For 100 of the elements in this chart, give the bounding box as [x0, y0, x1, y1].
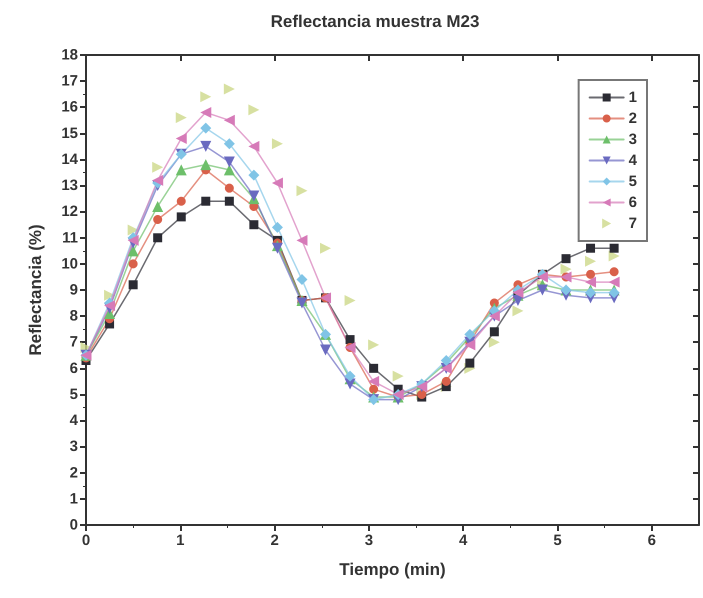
- point: [128, 280, 138, 290]
- point: [153, 233, 162, 242]
- point: [153, 215, 162, 224]
- point: [344, 370, 356, 382]
- legend-label: 4: [628, 152, 638, 169]
- point: [536, 284, 548, 296]
- point: [201, 196, 210, 206]
- point: [368, 339, 380, 350]
- y-tick-label: 6: [70, 360, 78, 377]
- x-tick-label: 6: [648, 532, 656, 549]
- point: [152, 200, 164, 212]
- point: [224, 164, 235, 176]
- point: [585, 276, 596, 288]
- point: [608, 276, 620, 288]
- point: [200, 91, 212, 102]
- point: [464, 328, 476, 340]
- point: [610, 244, 619, 253]
- x-tick-label: 1: [176, 532, 184, 549]
- point: [224, 156, 235, 168]
- x-tick-label: 3: [364, 532, 374, 549]
- point: [464, 339, 476, 350]
- y-tick-label: 0: [70, 516, 78, 534]
- point: [346, 335, 355, 344]
- legend-label: 2: [628, 110, 637, 127]
- y-tick-label: 17: [61, 72, 78, 90]
- point: [585, 256, 596, 267]
- point: [200, 140, 212, 152]
- point: [369, 384, 378, 394]
- point: [320, 242, 332, 254]
- point: [176, 212, 186, 222]
- y-tick-label: 1: [70, 490, 78, 508]
- point: [224, 83, 235, 94]
- point: [320, 344, 332, 356]
- point: [152, 162, 164, 173]
- y-tick-label: 9: [70, 282, 78, 298]
- legend-label: 5: [628, 173, 637, 190]
- point: [442, 376, 451, 386]
- point: [224, 114, 235, 126]
- y-tick-label: 4: [70, 412, 79, 430]
- y-tick-label: 3: [70, 438, 78, 456]
- point: [224, 196, 234, 206]
- point: [296, 274, 308, 286]
- point: [344, 294, 356, 306]
- legend-label: 7: [628, 215, 637, 232]
- point: [176, 196, 186, 206]
- point: [368, 376, 380, 387]
- point: [488, 336, 500, 348]
- x-axis-title: Tiempo (min): [339, 560, 446, 579]
- point: [296, 298, 308, 309]
- y-tick-label: 13: [61, 177, 78, 194]
- point: [608, 250, 620, 262]
- point: [272, 242, 283, 254]
- x-tick-label: 0: [82, 532, 90, 549]
- point: [512, 305, 524, 316]
- point: [200, 159, 212, 170]
- y-axis-title: Reflectancia (%): [26, 224, 45, 356]
- x-tick-label: 4: [459, 532, 468, 549]
- point: [128, 259, 138, 268]
- point: [248, 170, 260, 181]
- point: [296, 185, 308, 196]
- x-tick-label: 5: [553, 532, 562, 549]
- point: [176, 164, 187, 176]
- legend-label: 6: [628, 194, 637, 211]
- point: [610, 267, 619, 276]
- y-tick-label: 5: [70, 386, 78, 403]
- y-tick-label: 12: [61, 203, 78, 220]
- y-tick-label: 8: [70, 308, 78, 325]
- point: [490, 327, 499, 336]
- point: [248, 104, 260, 116]
- point: [440, 355, 452, 366]
- point: [465, 358, 474, 368]
- y-tick-label: 2: [70, 464, 78, 482]
- point: [200, 122, 212, 134]
- point: [585, 287, 596, 298]
- point: [392, 370, 404, 382]
- point: [224, 184, 234, 193]
- point: [248, 190, 260, 202]
- point: [176, 133, 187, 144]
- point: [200, 106, 212, 118]
- y-tick-label: 10: [61, 255, 78, 272]
- point: [272, 177, 283, 188]
- point: [296, 234, 308, 246]
- y-tick-label: 15: [61, 124, 78, 142]
- point: [536, 271, 548, 282]
- point: [586, 270, 596, 279]
- point: [104, 300, 116, 312]
- y-tick-label: 14: [61, 150, 79, 168]
- point: [248, 140, 260, 152]
- point: [152, 174, 164, 186]
- point: [249, 220, 258, 230]
- y-tick-label: 16: [61, 98, 78, 116]
- y-tick-label: 11: [62, 229, 78, 246]
- y-tick-label: 7: [70, 334, 78, 351]
- point: [560, 264, 572, 275]
- point: [176, 112, 187, 124]
- point: [586, 244, 596, 253]
- y-tick-label: 18: [61, 46, 78, 64]
- point: [608, 287, 620, 298]
- point: [562, 254, 571, 264]
- point: [272, 138, 283, 150]
